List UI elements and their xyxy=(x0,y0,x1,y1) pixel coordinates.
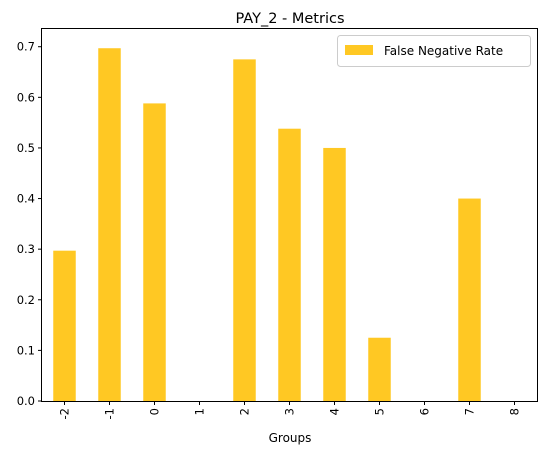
bar-group xyxy=(53,48,481,402)
plot-frame xyxy=(41,28,538,402)
bar-0 xyxy=(143,103,166,402)
x-tick-label: 5 xyxy=(373,408,387,415)
legend-label: False Negative Rate xyxy=(384,44,503,58)
x-tick-label: 3 xyxy=(283,408,297,415)
x-tick-label: 6 xyxy=(418,408,432,415)
y-tick-label: 0.7 xyxy=(17,40,35,54)
chart-title: PAY_2 - Metrics xyxy=(235,11,344,27)
bar-4 xyxy=(323,147,346,401)
x-axis: -2 -1 0 1 2 3 4 5 6 7 8 xyxy=(58,401,522,419)
y-tick-label: 0.0 xyxy=(17,394,35,408)
y-tick-label: 0.2 xyxy=(17,293,35,307)
x-axis-label: Groups xyxy=(269,431,312,445)
y-tick-label: 0.6 xyxy=(17,90,35,104)
y-tick-label: 0.4 xyxy=(17,192,35,206)
bar-5 xyxy=(368,337,391,401)
x-tick-label: -2 xyxy=(58,408,72,419)
y-tick-label: 0.1 xyxy=(17,343,35,357)
x-tick-label: 4 xyxy=(328,408,342,415)
x-tick-label: -1 xyxy=(103,408,117,419)
y-tick-label: 0.5 xyxy=(17,141,35,155)
legend-swatch xyxy=(345,45,373,55)
bar--2 xyxy=(53,250,76,401)
x-tick-label: 1 xyxy=(193,408,207,415)
bar--1 xyxy=(98,48,121,401)
x-tick-label: 2 xyxy=(238,408,252,415)
x-tick-label: 7 xyxy=(463,408,477,415)
y-tick-label: 0.3 xyxy=(17,242,35,256)
bar-2 xyxy=(233,59,256,402)
legend: False Negative Rate xyxy=(337,35,531,67)
x-tick-label: 8 xyxy=(508,408,522,415)
x-tick-label: 0 xyxy=(148,408,162,415)
legend-box xyxy=(337,35,531,67)
bar-7 xyxy=(458,198,481,401)
y-axis: 0.0 0.1 0.2 0.3 0.4 0.5 0.6 0.7 xyxy=(17,40,42,408)
bar-3 xyxy=(278,128,301,401)
